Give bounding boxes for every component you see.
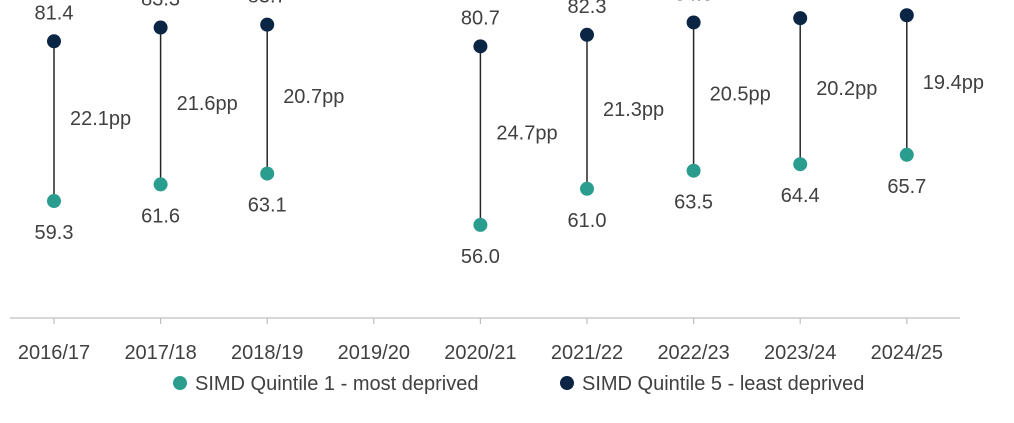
x-tick-label: 2019/20 [338,342,410,364]
quintile-1-value-label: 65.7 [887,176,926,198]
quintile-1-point [793,157,808,172]
quintile-1-point [47,194,61,209]
x-tick-label: 2020/21 [444,342,516,364]
quintile-1-value-label: 56.0 [461,246,500,268]
quintile-1-point [153,177,168,192]
x-tick-label: 2022/23 [657,342,729,364]
quintile-5-point [260,17,275,32]
quintile-1-value-label: 59.3 [35,222,74,244]
quintile-5-point [686,15,701,30]
quintile-1-point [260,166,275,181]
quintile-1-value-label: 63.1 [248,195,287,217]
gap-label: 21.6pp [177,93,238,115]
quintile-1-value-label: 61.0 [568,210,607,232]
gap-label: 24.7pp [496,123,557,145]
quintile-5-value-label: 80.7 [461,7,500,29]
gap-label: 19.4pp [923,72,984,94]
quintile-5-point [473,39,488,54]
x-axis: 2016/17 2017/18 2018/19 2019/20 2020/21 2021/… [10,317,960,364]
quintile-5-point [793,11,808,26]
value-labels: 81.4 59.3 22.1pp 83.3 61.6 21.6pp 83.7 63.1 20.7… [35,0,984,268]
gap-label: 22.1pp [70,108,131,130]
quintile-5-point [47,34,61,49]
x-tick-label: 2018/19 [231,342,303,364]
gap-label: 20.5pp [710,84,771,106]
legend-label: SIMD Quintile 5 - least deprived [582,373,864,395]
quintile-5-value-label: 81.4 [35,2,74,24]
gap-label: 21.3pp [603,99,664,121]
legend: SIMD Quintile 1 - most deprived SIMD Quin… [173,373,864,395]
x-tick-label: 2017/18 [124,342,196,364]
legend-marker [560,376,574,390]
quintile-1-point [686,163,701,178]
quintile-5-value-label: 83.3 [141,0,180,11]
quintile-5-value-label: 83.7 [248,0,287,8]
quintile-1-point [580,181,594,196]
gap-label: 20.7pp [283,86,344,108]
gap-label: 20.2pp [816,78,877,100]
quintile-5-value-label: 82.3 [568,0,607,18]
quintile-1-point [473,217,488,232]
legend-label: SIMD Quintile 1 - most deprived [195,373,478,395]
quintile-1-value-label: 61.6 [141,205,180,227]
quintile-5-point [580,27,594,42]
quintile-1-value-label: 63.5 [674,192,713,214]
data-points [47,8,914,232]
x-tick-label: 2016/17 [18,342,90,364]
legend-marker [173,376,187,390]
x-tick-label: 2021/22 [551,342,623,364]
quintile-1-value-label: 64.4 [781,185,820,207]
quintile-1-point [899,147,914,162]
x-tick-label: 2023/24 [764,342,836,364]
quintile-5-value-label: 84.0 [674,0,713,5]
quintile-5-point [153,20,168,35]
connector-lines [53,15,908,225]
x-tick-label: 2024/25 [871,342,943,364]
quintile-5-value-label: 84.6 [781,0,820,1]
quintile-5-point [899,8,914,23]
